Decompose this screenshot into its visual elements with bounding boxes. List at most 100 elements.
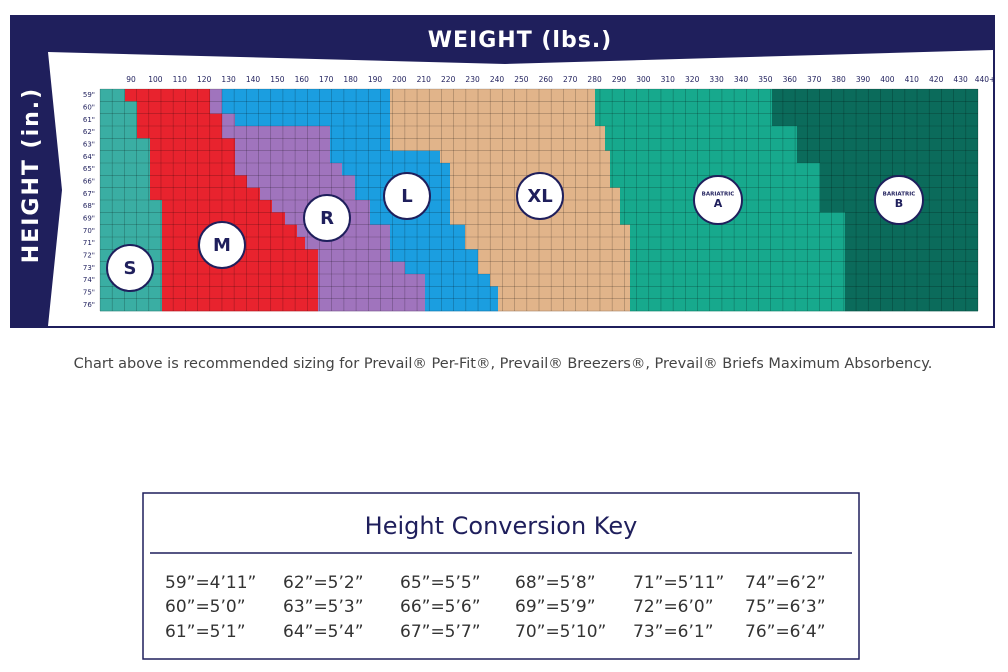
- size-zone: [100, 224, 162, 238]
- key-title: Height Conversion Key: [365, 512, 638, 540]
- size-zone: [390, 113, 595, 127]
- size-zone: [137, 126, 222, 139]
- size-zone: [162, 261, 318, 275]
- weight-label: 160: [295, 75, 310, 84]
- height-label: 70": [83, 227, 95, 235]
- size-zone: [478, 261, 630, 275]
- height-label: 59": [83, 91, 95, 99]
- height-label: 63": [83, 141, 95, 149]
- weight-label: 150: [270, 75, 285, 84]
- size-zone: [425, 298, 498, 312]
- size-zone: [630, 274, 845, 287]
- weight-label: 280: [587, 75, 602, 84]
- height-label: 74": [83, 276, 95, 284]
- weight-label: 90: [126, 75, 136, 84]
- height-label: 73": [83, 264, 95, 272]
- size-badge: [693, 175, 743, 225]
- key-entry: 61”=5’1”: [165, 622, 246, 642]
- size-zone: [450, 163, 610, 176]
- size-zone: [235, 150, 330, 164]
- size-zone: [100, 237, 162, 250]
- height-label: 65": [83, 165, 95, 173]
- weight-label: 110: [173, 75, 188, 84]
- size-zone: [100, 126, 137, 139]
- size-zone: [100, 138, 150, 151]
- weight-label: 310: [661, 75, 676, 84]
- size-zone: [150, 175, 247, 188]
- weight-label: 380: [831, 75, 846, 84]
- size-zone: [465, 237, 630, 250]
- size-label: M: [213, 235, 231, 256]
- height-label: 68": [83, 202, 95, 210]
- weight-label: 440+: [975, 75, 996, 84]
- size-zone: [162, 274, 318, 287]
- height-label: 71": [83, 239, 95, 247]
- height-label: 61": [83, 116, 95, 124]
- key-entry: 67”=5’7”: [400, 622, 481, 642]
- size-zone: [595, 89, 772, 102]
- size-zone: [845, 224, 978, 238]
- size-badge: [383, 172, 431, 220]
- size-label: R: [320, 208, 334, 229]
- size-zone: [150, 163, 235, 176]
- size-zone: [150, 150, 235, 164]
- weight-label: 410: [905, 75, 920, 84]
- key-entry: 62”=5’2”: [283, 573, 364, 593]
- weight-label: 240: [490, 75, 505, 84]
- size-zone: [630, 261, 845, 275]
- weight-label: 140: [246, 75, 261, 84]
- weight-label: 100: [148, 75, 163, 84]
- key-entry: 75”=6’3”: [745, 597, 826, 617]
- weight-label: 360: [783, 75, 798, 84]
- size-zone: [845, 286, 978, 299]
- size-zone: [465, 224, 630, 238]
- key-entry: 66”=5’6”: [400, 597, 481, 617]
- size-zone: [630, 249, 845, 262]
- weight-label: 320: [685, 75, 700, 84]
- size-zone: [595, 101, 772, 114]
- size-zone: [222, 101, 390, 114]
- height-label: 72": [83, 252, 95, 260]
- size-zone: [162, 298, 318, 312]
- size-zone: [162, 200, 272, 213]
- weight-label: 350: [758, 75, 773, 84]
- size-zone: [330, 138, 390, 151]
- size-zone: [605, 138, 797, 151]
- size-zone: [845, 298, 978, 312]
- size-zone: [610, 163, 820, 176]
- weight-label: 260: [539, 75, 554, 84]
- size-zone: [100, 113, 137, 127]
- key-entry: 64”=5’4”: [283, 622, 364, 642]
- size-zone: [845, 249, 978, 262]
- key-entry: 63”=5’3”: [283, 597, 364, 617]
- size-zone: [318, 261, 405, 275]
- size-zone: [630, 298, 845, 312]
- size-zone: [137, 113, 222, 127]
- size-zone: [318, 286, 425, 299]
- size-zone: [162, 286, 318, 299]
- size-zone: [498, 298, 630, 312]
- size-zone: [425, 286, 498, 299]
- size-zone: [390, 101, 595, 114]
- weight-label: 420: [929, 75, 944, 84]
- size-zone: [100, 298, 162, 312]
- height-title: HEIGHT (in.): [19, 87, 44, 263]
- height-label: 75": [83, 289, 95, 297]
- size-zone: [820, 163, 978, 176]
- weight-label: 290: [612, 75, 627, 84]
- size-zone: [390, 224, 465, 238]
- weight-label: 370: [807, 75, 822, 84]
- height-label: 62": [83, 128, 95, 136]
- size-zone: [235, 113, 390, 127]
- height-label: 76": [83, 301, 95, 309]
- size-label: S: [124, 258, 137, 279]
- weight-label: 120: [197, 75, 212, 84]
- key-entry: 76”=6’4”: [745, 622, 826, 642]
- size-zone: [772, 113, 978, 127]
- size-zone: [318, 274, 425, 287]
- size-zone: [100, 187, 150, 201]
- size-zone: [390, 89, 595, 102]
- size-badge: [106, 244, 154, 292]
- size-zone: [797, 150, 978, 164]
- key-entry: 71”=5’11”: [633, 573, 724, 593]
